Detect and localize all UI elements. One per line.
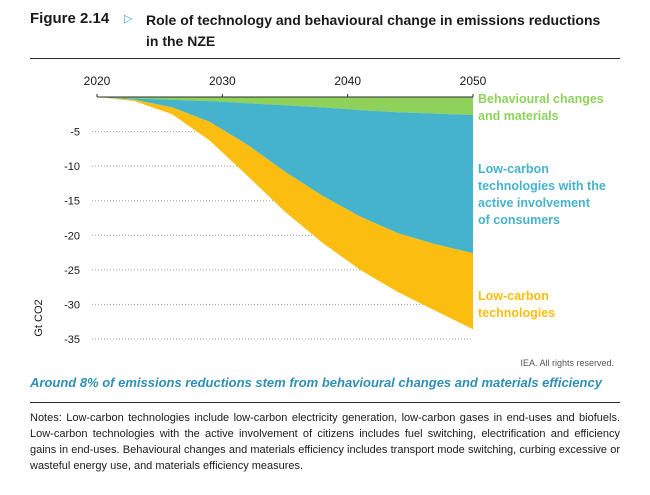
emissions-area-chart: 2020 2030 2040 2050 -5 -10 -15 -20 -25 -30 -35 Gt … (33, 74, 606, 346)
y-tick-label: -30 (64, 299, 80, 311)
series-label-line: Low-carbon (478, 289, 549, 303)
rights-credit: IEA. All rights reserved. (520, 358, 614, 368)
x-tick-label: 2050 (460, 74, 487, 88)
figure-caption: Around 8% of emissions reductions stem f… (30, 375, 602, 390)
series-label-line: of consumers (478, 213, 560, 227)
y-tick-label: -35 (64, 334, 80, 346)
y-tick-label: -15 (64, 196, 80, 208)
area-series-3 (97, 97, 473, 330)
area-series-1 (97, 97, 473, 115)
series-label-line: Behavioural changes (478, 92, 604, 106)
series-label-line: technologies with the (478, 179, 606, 193)
series-label-2: Low-carbon technologies with the active in… (478, 162, 606, 227)
y-tick-label: -10 (64, 161, 80, 173)
figure-title: Role of technology and behavioural chang… (146, 12, 601, 49)
series-label-3: Low-carbon technologies (478, 289, 555, 320)
y-tick-label: -25 (64, 265, 80, 277)
title-divider (30, 58, 620, 59)
notes-divider (30, 402, 620, 403)
series-label-line: technologies (478, 306, 555, 320)
x-tick-label: 2020 (84, 74, 111, 88)
figure-label: Figure 2.14 (30, 10, 110, 27)
y-tick-label: -5 (70, 127, 80, 139)
area-series-2 (97, 97, 473, 254)
series-label-line: active involvement (478, 196, 591, 210)
x-tick-label: 2040 (334, 74, 361, 88)
series-label-1: Behavioural changes and materials (478, 92, 604, 123)
figure-notes: Notes: Low-carbon technologies include l… (30, 412, 620, 472)
y-axis-title: Gt CO2 (33, 299, 45, 336)
x-tick-label: 2030 (209, 74, 236, 88)
series-label-line: and materials (478, 109, 559, 123)
y-tick-label: -20 (64, 230, 80, 242)
triangle-arrow-icon: ▷ (124, 13, 133, 25)
series-label-line: Low-carbon (478, 162, 549, 176)
